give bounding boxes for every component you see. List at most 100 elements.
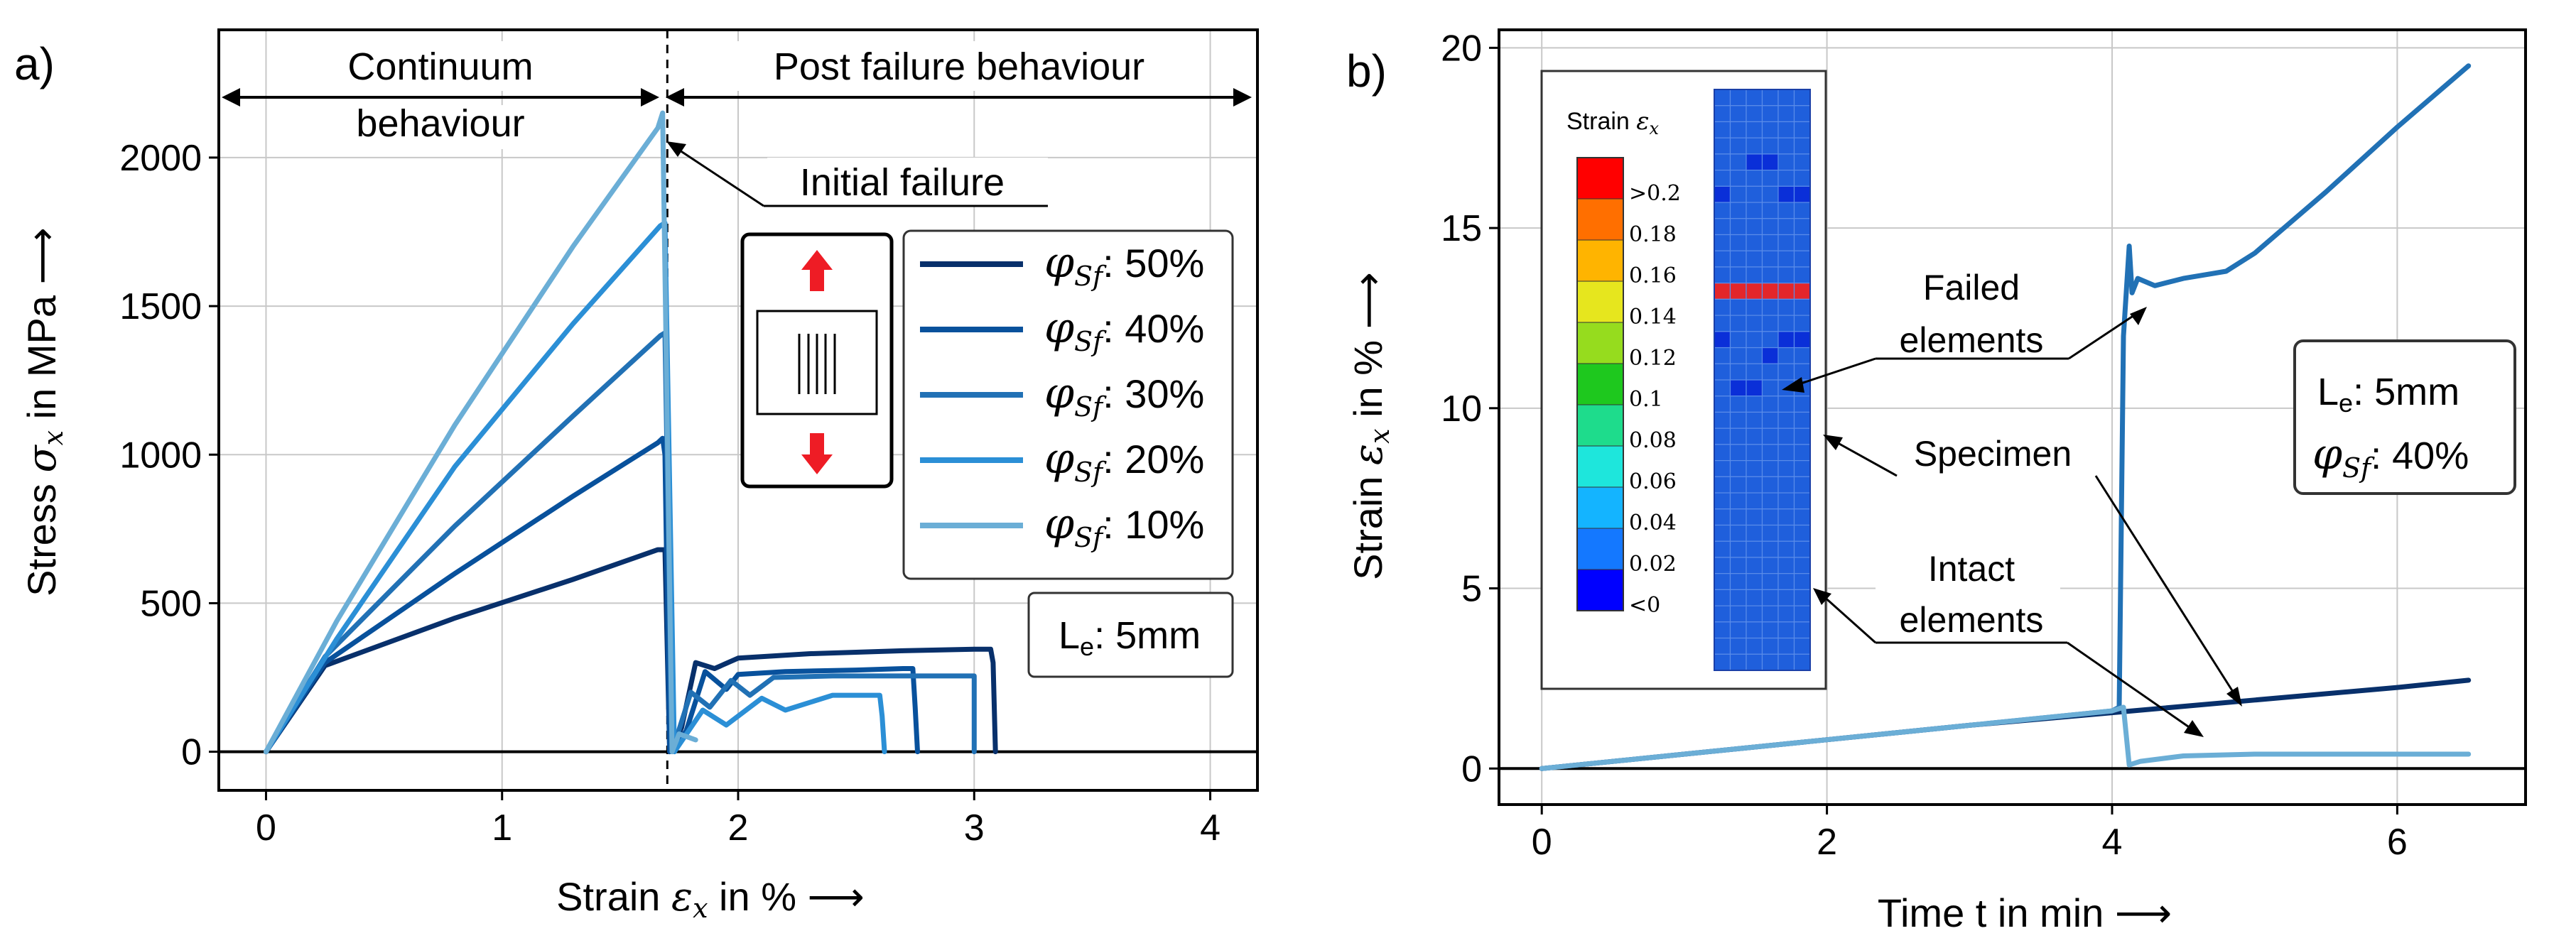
mesh-cell [1746, 427, 1763, 445]
specimen-leader-curve [2094, 475, 2239, 700]
series-line--sf-40- [264, 435, 920, 755]
mesh-cell [1761, 492, 1779, 510]
mesh-cell [1729, 637, 1747, 655]
mesh-cell [1761, 170, 1779, 187]
continuum-label-bg [288, 41, 565, 91]
colorbar-tick-label: 0.06 [1629, 469, 1677, 494]
mesh-cell [1714, 427, 1731, 445]
mesh-cell [1793, 557, 1811, 574]
mesh-cell [1761, 185, 1779, 203]
mesh-cell [1714, 89, 1731, 107]
colorbar-tick-label: >0.2 [1629, 181, 1681, 206]
mesh-cell [1714, 589, 1731, 606]
colorbar-tick-label: 0.02 [1629, 552, 1677, 577]
mesh-cell [1793, 411, 1811, 429]
panel-a-series [264, 110, 998, 755]
y-tick-label: 20 [1441, 28, 1482, 69]
mesh-cell [1746, 396, 1763, 413]
mesh-cell [1746, 298, 1763, 316]
mesh-cell [1793, 202, 1811, 219]
colorbar-swatch [1576, 445, 1624, 488]
mesh-cell [1729, 105, 1747, 123]
x-tick-label: 4 [1200, 807, 1221, 849]
panel-b-frame [1498, 28, 2527, 806]
mesh-cell [1729, 137, 1747, 155]
mesh-cell [1793, 492, 1811, 510]
colorbar-tick-label: 0.16 [1629, 263, 1677, 288]
mesh-cell [1714, 557, 1731, 574]
colorbar-swatch [1576, 569, 1624, 611]
panel-b: b) 0 2 4 6 0 5 10 15 20 Time t in min ⟶ Strain … [1346, 28, 2527, 935]
y-tick-label: 500 [140, 583, 202, 624]
y-tick-label: 15 [1441, 208, 1482, 249]
mesh-cell [1746, 89, 1763, 107]
mesh-cell [1746, 508, 1763, 526]
mesh-cell [1729, 411, 1747, 429]
info-box-le: Le: 5mm [2317, 371, 2459, 418]
mesh-cell [1729, 524, 1747, 542]
x-tick-label: 2 [1817, 822, 1837, 863]
colorbar-swatch [1576, 404, 1624, 447]
panel-b-x-axis-label: Time t in min ⟶ [1878, 890, 2172, 935]
mesh-cell [1729, 89, 1747, 107]
mesh-cell [1714, 411, 1731, 429]
series-line--sf-10- [264, 110, 698, 755]
colorbar: >0.2 0.18 0.16 0.14 0.12 0.1 0.08 0.06 0.04 0.02 <… [1576, 157, 1681, 618]
mesh-cell [1761, 411, 1779, 429]
mesh-cell [1714, 379, 1731, 397]
mesh-cell [1746, 589, 1763, 606]
mesh-cell [1746, 411, 1763, 429]
mesh-cell [1761, 283, 1779, 300]
mesh-cell [1729, 121, 1747, 138]
series-line--sf-50- [264, 547, 998, 755]
mesh-cell [1761, 234, 1779, 251]
mesh-cell [1729, 653, 1747, 671]
mesh-cell [1793, 250, 1811, 268]
mesh-cell [1714, 234, 1731, 251]
initial-failure-bg [767, 158, 1048, 206]
mesh-cell [1761, 250, 1779, 268]
continuum-label-line1: Continuum [347, 45, 533, 88]
colorbar-swatch [1576, 198, 1624, 241]
mesh-cell [1777, 331, 1795, 349]
mesh-cell [1746, 605, 1763, 623]
mesh-cell [1729, 153, 1747, 171]
mesh-cell [1793, 185, 1811, 203]
mesh-cell [1793, 170, 1811, 187]
mesh-cell [1761, 121, 1779, 138]
mesh-cell [1714, 137, 1731, 155]
mesh-cell [1777, 298, 1795, 316]
mesh-cell [1761, 396, 1779, 413]
mesh-cell [1777, 218, 1795, 236]
mesh-cell [1777, 89, 1795, 107]
mesh-cell [1793, 460, 1811, 477]
mesh-cell [1793, 637, 1811, 655]
mesh-cell [1714, 170, 1731, 187]
load-arrow-up-icon [801, 250, 833, 291]
legend-entry: φSf: 20% [1044, 434, 1204, 488]
specimen-leader-mesh [1832, 439, 1898, 477]
mesh-cell [1729, 427, 1747, 445]
panel-a-legend: φSf: 50% φSf: 40% φSf: 30% φSf: 20% φSf: 10% [902, 229, 1234, 580]
specimen-label-bg [1897, 426, 2089, 483]
mesh-cell [1777, 137, 1795, 155]
mesh-cell [1714, 266, 1731, 284]
mesh-cell [1777, 540, 1795, 558]
mesh-cell [1729, 283, 1747, 300]
colorbar-swatch [1576, 528, 1624, 570]
mesh-cell [1761, 105, 1779, 123]
mesh-cell [1793, 283, 1811, 300]
mesh-cell [1761, 347, 1779, 364]
mesh-cell [1761, 557, 1779, 574]
mesh-cell [1793, 137, 1811, 155]
colorbar-swatch [1576, 322, 1624, 364]
legend-entry: φSf: 10% [1044, 499, 1204, 553]
initial-failure-label: Initial failure [800, 161, 1005, 204]
mesh-cell [1729, 444, 1747, 462]
initial-failure-arrowhead [666, 141, 686, 157]
le-box-frame [1027, 592, 1234, 678]
y-tick-label: 1500 [119, 286, 202, 327]
x-tick-label: 1 [492, 807, 512, 849]
x-tick-label: 2 [728, 807, 749, 849]
mesh-cell [1729, 589, 1747, 606]
